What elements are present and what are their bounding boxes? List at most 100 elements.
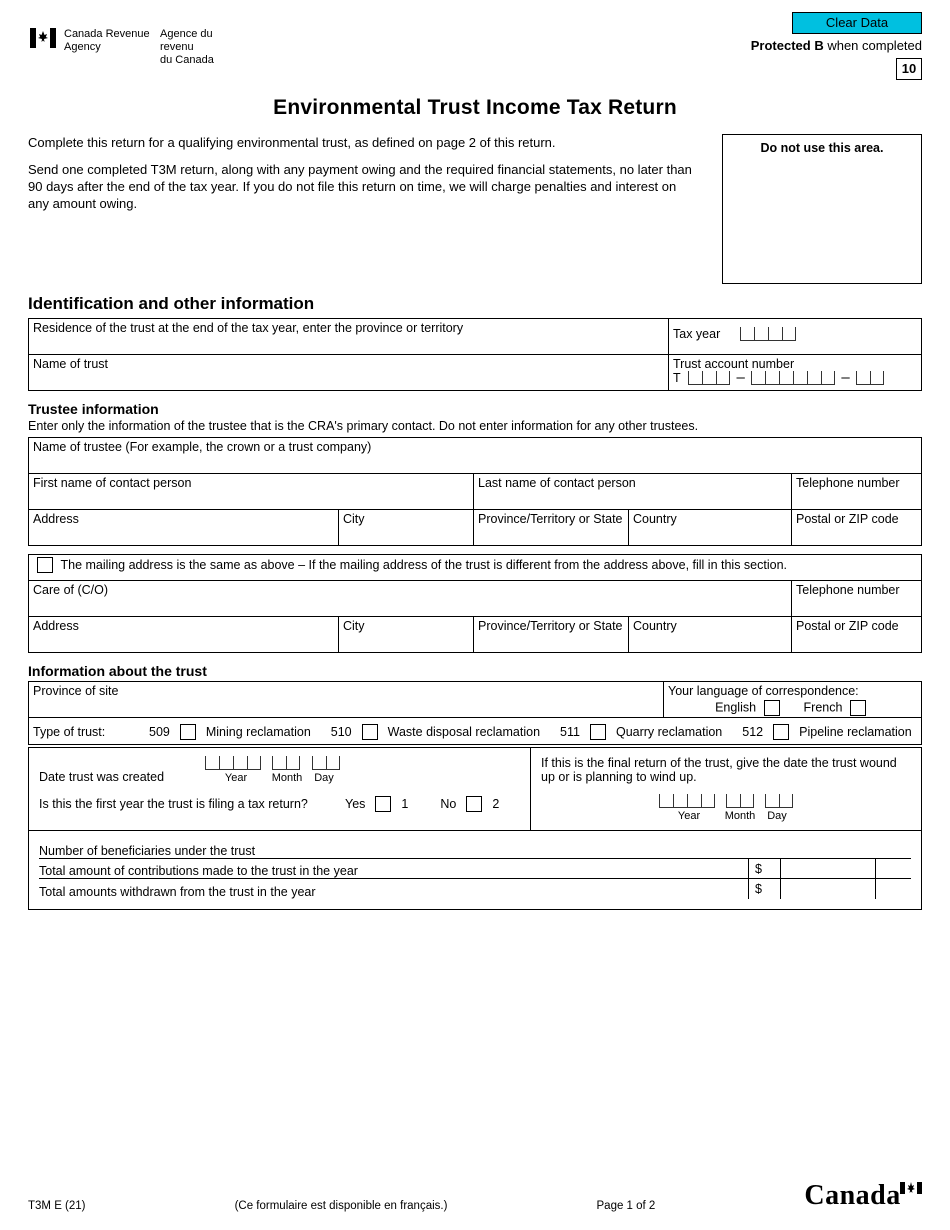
tax-year-ticks[interactable] [740,327,796,341]
residence-label: Residence of the trust at the end of the… [33,321,463,335]
language-label: Your language of correspondence: [668,684,859,698]
quarry-label: Quarry reclamation [616,725,722,739]
french-label: French [804,700,843,714]
province-field-2[interactable]: Province/Territory or State [474,617,629,653]
top-bar: Clear Data Protected B when completed 10… [28,28,922,88]
date-created-panel: Date trust was created Year Month Day Is… [29,748,531,830]
mailing-same-checkbox[interactable] [37,557,53,573]
code-512: 512 [742,725,763,739]
contact-firstname-field[interactable]: First name of contact person [29,474,474,510]
agency-fr-2: du Canada [160,54,214,66]
agency-fr: Agence du revenu du Canada [160,28,248,67]
trust-prefix: T [673,371,685,385]
quarry-checkbox[interactable] [590,724,606,740]
canada-flag-icon [30,28,56,48]
clear-data-button[interactable]: Clear Data [792,12,922,34]
page-number: Page 1 of 2 [597,1200,656,1212]
beneficiaries-value[interactable] [816,839,911,858]
city-label-2: City [343,619,365,633]
telephone-field[interactable]: Telephone number [792,474,922,510]
trustee-heading: Trustee information [28,401,922,417]
protected-b: Protected B [751,38,824,53]
province-field[interactable]: Province/Territory or State [474,510,629,546]
mailing-same-label: The mailing address is the same as above… [60,558,787,572]
no-label: No [440,797,456,811]
trust-account-field[interactable]: Trust account number T – – [669,355,922,391]
province-site-field[interactable]: Province of site [29,682,664,718]
trustee-table: Name of trustee (For example, the crown … [28,437,922,546]
firstname-label: First name of contact person [33,476,191,490]
intro-text: Complete this return for a qualifying en… [28,134,698,212]
agency-en-2: Agency [64,41,101,53]
mining-label: Mining reclamation [206,725,311,739]
contributions-value[interactable] [780,859,875,878]
page-footer: T3M E (21) (Ce formulaire est disponible… [28,1180,922,1212]
residence-field[interactable]: Residence of the trust at the end of the… [29,319,669,355]
trust-account-ticks[interactable]: – – [688,371,884,385]
no-checkbox[interactable] [466,796,482,812]
final-return-label: If this is the final return of the trust… [541,756,897,784]
type-of-trust-label: Type of trust: [33,725,143,739]
tax-year-field[interactable]: Tax year [669,319,922,355]
identification-table: Residence of the trust at the end of the… [28,318,922,391]
province-label: Province/Territory or State [478,512,623,526]
totals-box: Number of beneficiaries under the trust … [28,831,922,910]
trustee-name-label: Name of trustee (For example, the crown … [33,440,371,454]
trust-name-field[interactable]: Name of trust [29,355,669,391]
dollar-2: $ [748,879,780,899]
contributions-cents[interactable] [875,859,911,878]
telephone-label-2: Telephone number [796,583,900,597]
section-identification-heading: Identification and other information [28,294,922,314]
flag-icon [900,1180,922,1202]
lang-french: French [804,700,870,716]
contributions-row: Total amount of contributions made to th… [39,859,911,879]
city-field-2[interactable]: City [339,617,474,653]
withdrawn-value[interactable] [780,879,875,899]
final-return-panel: If this is the final return of the trust… [531,748,921,830]
canada-wordmark: Canada [804,1180,922,1212]
province-label-2: Province/Territory or State [478,619,623,633]
pipeline-checkbox[interactable] [773,724,789,740]
french-note: (Ce formulaire est disponible en françai… [235,1200,448,1212]
address-field[interactable]: Address [29,510,339,546]
about-trust-table-1: Province of site Your language of corres… [28,681,922,745]
yes-checkbox[interactable] [375,796,391,812]
careof-field[interactable]: Care of (C/O) [29,581,792,617]
reserved-area: Do not use this area. [722,134,922,284]
address-field-2[interactable]: Address [29,617,339,653]
trust-account-label: Trust account number [673,357,794,371]
country-field[interactable]: Country [629,510,792,546]
telephone-field-2[interactable]: Telephone number [792,581,922,617]
year-label: Year [205,772,267,784]
month-label-2: Month [720,810,760,822]
postal-field[interactable]: Postal or ZIP code [792,510,922,546]
country-label-2: Country [633,619,677,633]
date-split-box: Date trust was created Year Month Day Is… [28,747,922,831]
waste-checkbox[interactable] [362,724,378,740]
city-field[interactable]: City [339,510,474,546]
type-of-trust-row: Type of trust: 509Mining reclamation 510… [29,718,922,745]
withdrawn-row: Total amounts withdrawn from the trust i… [39,879,911,899]
country-field-2[interactable]: Country [629,617,792,653]
code-510: 510 [331,725,352,739]
postal-field-2[interactable]: Postal or ZIP code [792,617,922,653]
english-checkbox[interactable] [764,700,780,716]
mining-checkbox[interactable] [180,724,196,740]
day-label-2: Day [760,810,794,822]
contact-lastname-field[interactable]: Last name of contact person [474,474,792,510]
withdrawn-cents[interactable] [875,879,911,899]
french-checkbox[interactable] [850,700,866,716]
trustee-name-field[interactable]: Name of trustee (For example, the crown … [29,438,922,474]
lastname-label: Last name of contact person [478,476,636,490]
lang-english: English [715,700,783,716]
dollar-1: $ [748,859,780,878]
code-511: 511 [560,725,580,739]
date-created-ticks[interactable]: Year Month Day [205,756,341,784]
postal-label-2: Postal or ZIP code [796,619,899,633]
form-number-box: 10 [896,58,922,80]
withdrawn-label: Total amounts withdrawn from the trust i… [39,885,748,899]
two-label: 2 [492,797,499,811]
page: Clear Data Protected B when completed 10… [0,0,950,1230]
cra-logo: Canada Revenue Agency Agence du revenu d… [30,28,248,67]
windup-date-ticks[interactable] [659,794,794,808]
